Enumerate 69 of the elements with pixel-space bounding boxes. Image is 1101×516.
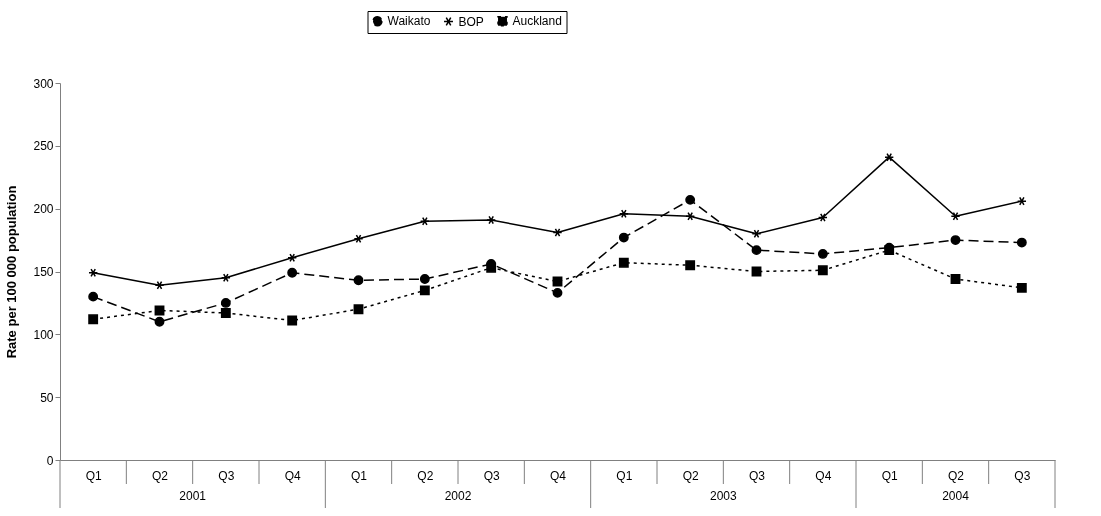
point [486,215,497,225]
x-tick-label: Q1 [881,468,898,483]
point [419,216,430,226]
point [353,275,364,286]
point [1016,237,1027,248]
y-tick-label: 200 [33,202,54,217]
x-tick-label: Q2 [947,468,965,483]
point [220,308,231,318]
point [751,245,762,256]
point [817,213,828,222]
y-tick-label: 150 [33,265,54,279]
legend-label: BOP [458,14,484,29]
point [220,273,231,283]
point [552,287,563,298]
y-tick-label: 300 [33,76,54,91]
point [287,253,298,263]
text: 2001 [179,489,207,503]
x-tick-label: Q4 [549,468,567,483]
point [419,285,430,296]
y-tick-label: 50 [40,390,54,405]
point [486,262,497,273]
x-tick-label: Q1 [616,468,633,483]
point [353,234,364,244]
point [552,228,563,237]
point [817,265,828,276]
point [287,315,298,326]
point [685,194,696,205]
x-tick-label: Q3 [1014,468,1031,483]
point [751,229,762,239]
point [287,267,298,278]
point [154,280,165,290]
x-tick-label: Q1 [85,468,102,483]
y-tick-label: 250 [33,139,54,154]
x-tick-label: Q2 [417,468,434,483]
point [950,211,961,221]
point [154,316,165,327]
legend-label: Auckland [512,14,562,29]
text: 2002 [444,489,472,503]
x-tick-label: Q1 [350,468,368,483]
point [618,257,629,268]
point [220,297,231,308]
y-tick-label: 0 [46,453,54,468]
point [618,232,629,243]
point [1016,282,1027,293]
x-tick-label: Q2 [151,468,169,483]
x-tick-label: Q3 [748,468,766,483]
x-tick-label: Q2 [682,468,699,483]
point [950,274,961,284]
y-tick-label: 100 [33,327,54,342]
point [685,211,696,221]
x-tick-label: Q3 [218,468,235,483]
x-tick-label: Q4 [815,468,832,483]
point [1016,196,1027,206]
text: 2003 [709,489,737,503]
point [685,260,696,271]
point [817,248,828,259]
legend-label: Waikato [387,14,431,29]
point [353,304,364,315]
point [88,314,99,325]
point [88,268,99,278]
point [419,274,430,284]
point [618,209,629,219]
point [88,291,99,302]
text: 2004 [942,489,970,503]
y-axis-title: Rate per 100 000 population [4,185,20,359]
x-tick-label: Q3 [483,468,500,483]
point [884,152,895,162]
point [950,235,961,246]
x-tick-label: Q4 [284,468,301,483]
